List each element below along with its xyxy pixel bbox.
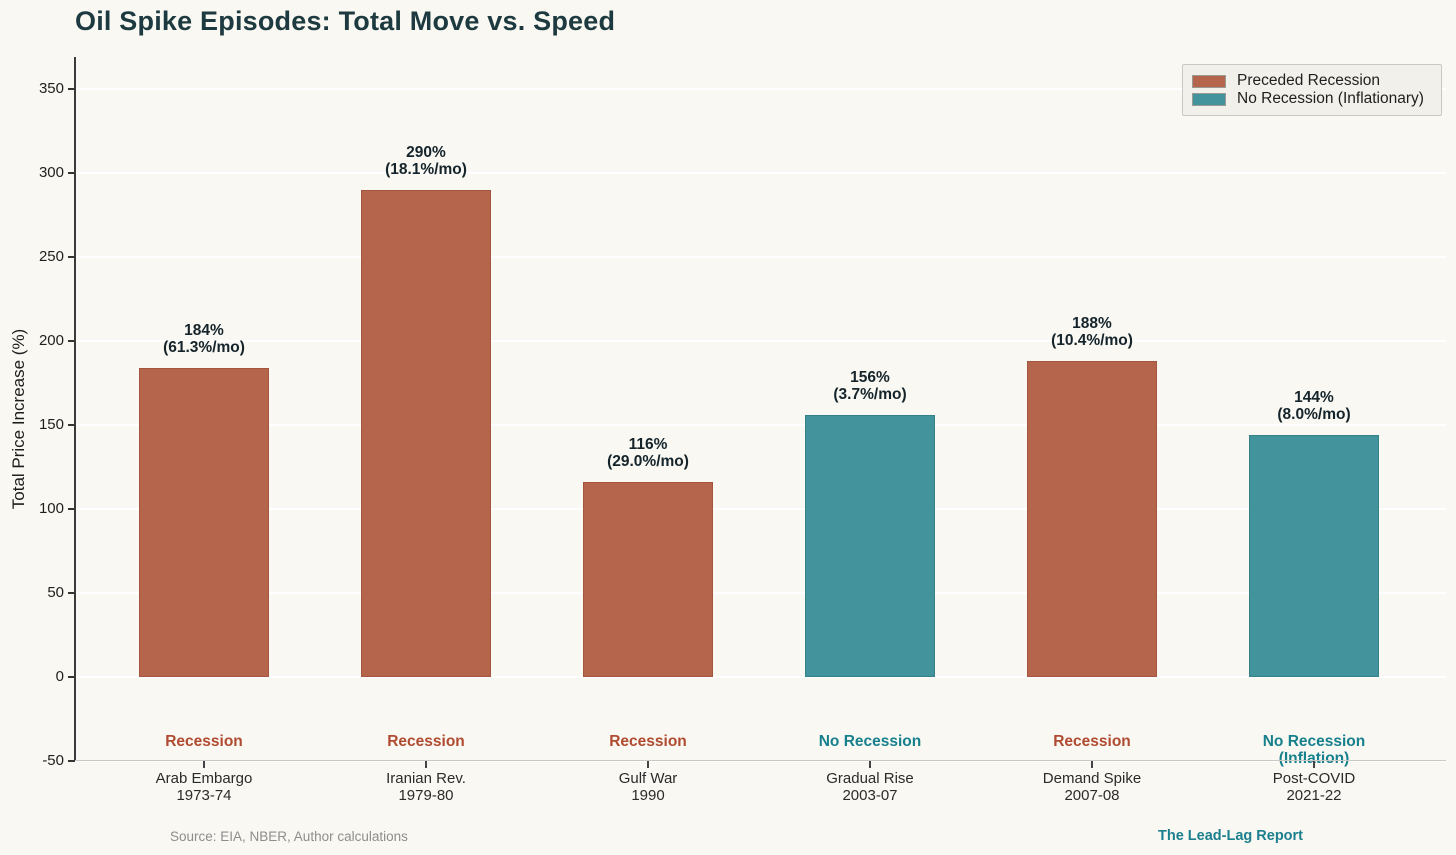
y-tick-label: 100 xyxy=(38,500,64,517)
legend-swatch-preceded-recession xyxy=(1192,74,1226,88)
y-tick-label: 250 xyxy=(38,248,64,265)
bar xyxy=(1027,361,1157,677)
y-tick xyxy=(68,760,75,762)
bar xyxy=(361,189,491,677)
legend-swatch-no-recession xyxy=(1192,92,1226,106)
gridline xyxy=(75,340,1446,342)
gridline xyxy=(75,508,1446,510)
bar-category-label: Gradual Rise 2003-07 xyxy=(826,770,914,804)
bar-value-label: 156% (3.7%/mo) xyxy=(760,369,980,403)
legend-item-no-recession: No Recession (Inflationary) xyxy=(1192,90,1432,108)
gridline xyxy=(75,592,1446,594)
bar-speed-label: (29.0%/mo) xyxy=(607,453,689,471)
y-tick xyxy=(68,676,75,678)
y-tick xyxy=(68,592,75,594)
gridline xyxy=(75,424,1446,426)
gridline xyxy=(75,256,1446,258)
bar-value-label: 184% (61.3%/mo) xyxy=(94,322,314,356)
y-tick xyxy=(68,424,75,426)
bar xyxy=(1249,435,1379,677)
bar-speed-label: (18.1%/mo) xyxy=(385,160,467,178)
bar-category-label: Arab Embargo 1973-74 xyxy=(155,770,253,804)
bar-category-label: Post-COVID 2021-22 xyxy=(1272,770,1356,804)
bar-group-label: Recession xyxy=(1053,733,1131,750)
bar-group-label: Recession xyxy=(609,733,687,750)
bar-total-label: 116% xyxy=(628,436,668,454)
bar xyxy=(805,414,935,677)
x-tick xyxy=(203,761,205,768)
bar-total-label: 184% xyxy=(184,321,224,339)
bar-category-label: Iranian Rev. 1979-80 xyxy=(386,770,466,804)
y-tick xyxy=(68,256,75,258)
bar-group-label: No Recession (Inflation) xyxy=(1262,733,1366,767)
bar-group-label: Recession xyxy=(387,733,465,750)
y-tick-label: -50 xyxy=(42,752,64,769)
bar-total-label: 156% xyxy=(850,368,890,386)
y-tick-label: 200 xyxy=(38,332,64,349)
x-axis-spine xyxy=(75,760,1446,762)
y-tick xyxy=(68,88,75,90)
bar-value-label: 290% (18.1%/mo) xyxy=(316,144,536,178)
bar xyxy=(139,367,269,677)
legend-item-preceded-recession: Preceded Recession xyxy=(1192,72,1432,90)
bar-group-label: Recession xyxy=(165,733,243,750)
y-tick xyxy=(68,340,75,342)
x-tick xyxy=(1091,761,1093,768)
y-tick-label: 350 xyxy=(38,80,64,97)
y-tick-label: 0 xyxy=(55,668,64,685)
bar-speed-label: (3.7%/mo) xyxy=(833,385,907,403)
y-tick xyxy=(68,172,75,174)
bar-value-label: 116% (29.0%/mo) xyxy=(538,436,758,470)
y-tick xyxy=(68,508,75,510)
y-tick-label: 150 xyxy=(38,416,64,433)
x-tick xyxy=(425,761,427,768)
bar-speed-label: (8.0%/mo) xyxy=(1277,406,1351,424)
bar-category-label: Gulf War 1990 xyxy=(618,770,678,804)
source-note: Source: EIA, NBER, Author calculations xyxy=(170,829,408,844)
bar-total-label: 188% xyxy=(1072,315,1112,333)
y-axis-spine xyxy=(74,57,76,761)
bar-group-label: No Recession xyxy=(818,733,922,750)
branding: The Lead-Lag Report xyxy=(1158,828,1304,844)
legend: Preceded Recession No Recession (Inflati… xyxy=(1182,64,1442,116)
bar-total-label: 290% xyxy=(406,143,446,161)
bar-value-label: 188% (10.4%/mo) xyxy=(982,315,1202,349)
gridline xyxy=(75,676,1446,678)
y-tick-label: 300 xyxy=(38,164,64,181)
chart-title: Oil Spike Episodes: Total Move vs. Speed xyxy=(75,6,616,36)
bar xyxy=(583,482,713,677)
bar-speed-label: (10.4%/mo) xyxy=(1051,332,1133,350)
gridline xyxy=(75,88,1446,90)
bar-total-label: 144% xyxy=(1294,389,1334,407)
bar-value-label: 144% (8.0%/mo) xyxy=(1204,389,1424,423)
x-tick xyxy=(647,761,649,768)
x-tick xyxy=(1313,761,1315,768)
bar-category-label: Demand Spike 2007-08 xyxy=(1042,770,1142,804)
legend-label-no-recession: No Recession (Inflationary) xyxy=(1237,90,1424,107)
y-tick-label: 50 xyxy=(47,584,64,601)
bar-speed-label: (61.3%/mo) xyxy=(163,338,245,356)
legend-label-preceded-recession: Preceded Recession xyxy=(1237,72,1381,89)
gridline xyxy=(75,172,1446,174)
x-tick xyxy=(869,761,871,768)
